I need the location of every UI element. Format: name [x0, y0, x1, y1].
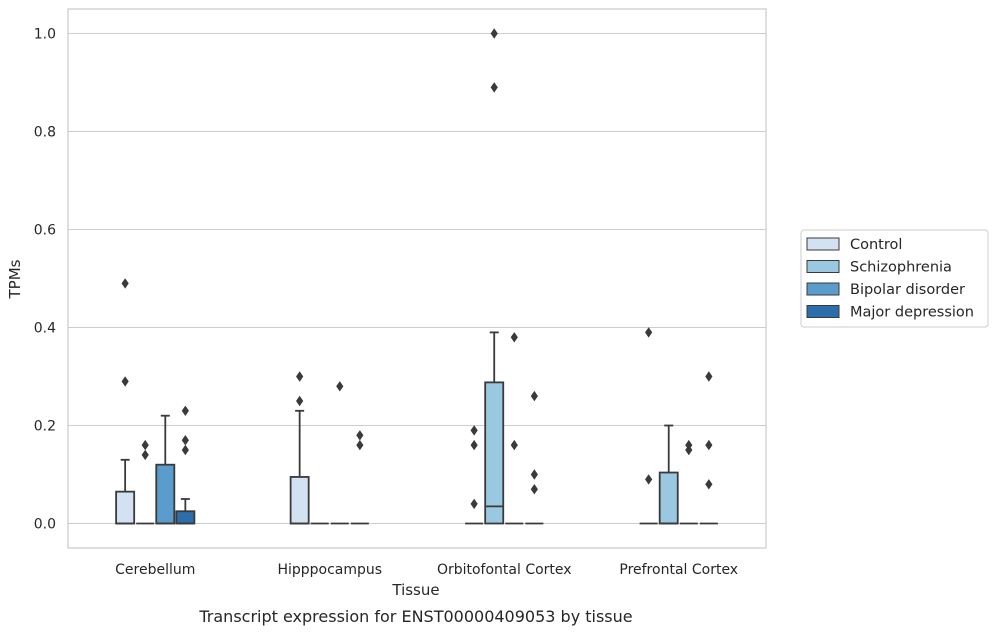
box-bipolar-disorder: [330, 381, 349, 525]
outlier-point: [645, 327, 653, 338]
x-tick-label: Hipppocampus: [277, 562, 382, 578]
outlier-point: [296, 371, 304, 382]
legend-swatch: [806, 260, 840, 273]
legend-swatch: [806, 282, 840, 296]
plot-area-frame: [67, 8, 767, 549]
outlier-point: [336, 381, 344, 392]
outlier-point: [510, 332, 518, 343]
outlier-point: [356, 439, 364, 451]
outlier-point: [181, 405, 189, 416]
outlier-point: [181, 435, 189, 446]
y-tick-label: 0.6: [34, 223, 56, 239]
outlier-point: [530, 390, 538, 402]
y-axis-ticks: 0.0 0.2 0.4 0.6 0.8 1.0: [34, 27, 56, 533]
box-control: [639, 327, 658, 525]
box-body: [484, 381, 505, 525]
legend: Control Schizophrenia Bipolar disorder Majo…: [800, 229, 989, 328]
box-major-depression: [525, 390, 544, 525]
x-axis-ticks: Cerebellum Hipppocampus Orbitofontal Corte…: [115, 562, 738, 578]
y-tick-label: 0.0: [34, 517, 56, 533]
outlier-point: [490, 28, 498, 39]
outlier-point: [181, 444, 189, 456]
legend-swatch: [806, 237, 840, 251]
box-control: [115, 278, 136, 525]
box-body: [658, 471, 679, 525]
y-tick-label: 1.0: [34, 27, 56, 43]
outlier-point: [296, 395, 304, 407]
outlier-point: [121, 376, 129, 387]
chart-caption: Transcript expression for ENST0000040905…: [198, 607, 632, 626]
outlier-point: [530, 484, 538, 495]
legend-entry: Major depression: [850, 305, 974, 321]
x-tick-label: Orbitofontal Cortex: [437, 562, 572, 578]
outlier-point: [470, 498, 478, 510]
outlier-point: [510, 439, 518, 451]
outlier-point: [121, 278, 129, 289]
x-tick-label: Prefrontal Cortex: [619, 562, 738, 578]
box-bipolar-disorder: [505, 332, 524, 525]
outlier-point: [470, 425, 478, 436]
y-tick-label: 0.2: [34, 419, 56, 435]
box-major-depression: [175, 405, 196, 525]
outlier-point: [705, 479, 713, 490]
outlier-point: [705, 439, 713, 451]
box-bipolar-disorder: [679, 439, 698, 525]
legend-entry: Control: [850, 237, 902, 253]
legend-frame: [800, 229, 989, 328]
box-body: [155, 463, 176, 525]
outlier-point: [356, 430, 364, 441]
outlier-point: [645, 474, 653, 485]
gridlines: [68, 32, 766, 525]
box-plot-series: [115, 28, 718, 525]
box-major-depression: [350, 430, 369, 525]
outlier-point: [705, 371, 713, 382]
legend-entry: Schizophrenia: [850, 260, 952, 276]
box-major-depression: [699, 371, 718, 525]
legend-swatch: [806, 305, 840, 318]
y-tick-label: 0.4: [34, 321, 56, 337]
outlier-point: [490, 82, 498, 93]
legend-entry: Bipolar disorder: [850, 282, 965, 298]
box-body: [289, 476, 310, 525]
outlier-point: [530, 469, 538, 480]
box-control: [289, 371, 310, 525]
box-body: [175, 510, 196, 525]
y-tick-label: 0.8: [34, 125, 56, 141]
outlier-point: [685, 439, 693, 451]
x-axis-label: Tissue: [391, 581, 439, 599]
box-body: [115, 490, 136, 525]
outlier-point: [141, 439, 149, 451]
box-schizophrenia: [136, 439, 155, 525]
box-schizophrenia: [658, 424, 679, 525]
y-axis-label: TPMs: [6, 259, 24, 299]
box-schizophrenia: [484, 28, 505, 525]
outlier-point: [470, 439, 478, 451]
x-tick-label: Cerebellum: [115, 562, 195, 578]
outlier-point: [141, 449, 149, 461]
box-bipolar-disorder: [155, 414, 176, 525]
box-control: [465, 425, 484, 525]
